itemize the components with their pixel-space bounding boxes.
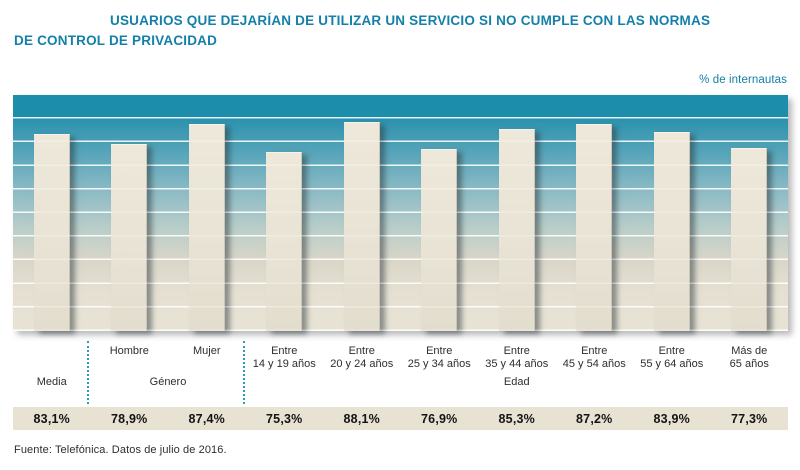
category-label-line: Entre bbox=[581, 345, 608, 357]
category-label-line: Entre bbox=[658, 345, 685, 357]
bar-column-2 bbox=[91, 95, 169, 331]
category-label-3: Mujer bbox=[168, 345, 246, 371]
bar-7 bbox=[498, 128, 535, 331]
bar-6 bbox=[421, 148, 458, 331]
category-label-6: Entre 25 y 34 años bbox=[401, 345, 479, 371]
bar-column-6 bbox=[401, 95, 479, 331]
category-label-line: Hombre bbox=[109, 345, 149, 357]
value-label-7: 85,3% bbox=[498, 411, 535, 426]
category-labels-row: Hombre Mujer Entre 14 y 19 años Entre 20 y 24… bbox=[13, 345, 788, 371]
bar-column-9 bbox=[633, 95, 711, 331]
category-label-line: Entre bbox=[426, 345, 453, 357]
category-label-line: 65 años bbox=[729, 358, 769, 370]
value-label-2: 78,9% bbox=[111, 411, 148, 426]
bar-column-5 bbox=[323, 95, 401, 331]
value-label-5: 88,1% bbox=[343, 411, 380, 426]
value-label-3: 87,4% bbox=[188, 411, 225, 426]
value-label-8: 87,2% bbox=[576, 411, 613, 426]
category-label-5: Entre 20 y 24 años bbox=[323, 345, 401, 371]
category-label-7: Entre 35 y 44 años bbox=[478, 345, 556, 371]
category-label-10: Más de 65 años bbox=[711, 345, 789, 371]
bar-column-8 bbox=[556, 95, 634, 331]
value-label-10: 77,3% bbox=[731, 411, 768, 426]
value-label-6: 76,9% bbox=[421, 411, 458, 426]
bar-column-10 bbox=[711, 95, 789, 331]
category-label-2: Hombre bbox=[91, 345, 169, 371]
bar-8 bbox=[576, 124, 613, 331]
value-label-9: 83,9% bbox=[653, 411, 690, 426]
category-label-line: Entre bbox=[503, 345, 530, 357]
bar-column-3 bbox=[168, 95, 246, 331]
value-label-1: 83,1% bbox=[33, 411, 70, 426]
chart-title-line1: USUARIOS QUE DEJARÍAN DE UTILIZAR UN SER… bbox=[110, 13, 711, 28]
unit-label: % de internautas bbox=[699, 74, 787, 86]
bar-2 bbox=[111, 143, 148, 331]
category-label-line: Mujer bbox=[192, 345, 221, 357]
bar-9 bbox=[653, 132, 690, 331]
category-label-line: Entre bbox=[348, 345, 375, 357]
bar-3 bbox=[188, 123, 225, 331]
category-label-line: 45 y 54 años bbox=[562, 358, 626, 370]
category-label-line: 35 y 44 años bbox=[485, 358, 549, 370]
category-label-9: Entre 55 y 64 años bbox=[633, 345, 711, 371]
category-label-line: Entre bbox=[271, 345, 298, 357]
group-label-edad: Edad bbox=[503, 376, 530, 388]
bar-4 bbox=[266, 152, 303, 331]
bar-5 bbox=[343, 122, 380, 331]
category-label-8: Entre 45 y 54 años bbox=[556, 345, 634, 371]
group-labels-row: Media Género Edad bbox=[13, 376, 788, 389]
category-label-line: 14 y 19 años bbox=[252, 358, 316, 370]
category-label-1 bbox=[13, 345, 91, 371]
value-label-4: 75,3% bbox=[266, 411, 303, 426]
bar-1 bbox=[33, 133, 70, 331]
bar-column-4 bbox=[246, 95, 324, 331]
chart-title: USUARIOS QUE DEJARÍAN DE UTILIZAR UN SER… bbox=[14, 11, 786, 51]
group-label-género: Género bbox=[149, 376, 187, 388]
chart-title-line2: DE CONTROL DE PRIVACIDAD bbox=[14, 33, 218, 48]
category-label-line: 25 y 34 años bbox=[407, 358, 471, 370]
bar-chart-plot-area bbox=[13, 95, 788, 331]
category-label-4: Entre 14 y 19 años bbox=[246, 345, 324, 371]
dotted-separator-media-genero bbox=[87, 341, 89, 404]
value-strip: 83,1% 78,9% 87,4% 75,3% 88,1% 76,9% 85,3% 87,2%… bbox=[13, 407, 788, 430]
category-label-line: Más de bbox=[731, 345, 768, 357]
bar-10 bbox=[731, 147, 768, 331]
bars-container bbox=[13, 95, 788, 331]
category-label-line: 55 y 64 años bbox=[640, 358, 704, 370]
source-note: Fuente: Telefónica. Datos de julio de 20… bbox=[14, 444, 227, 456]
group-label-media: Media bbox=[36, 376, 67, 388]
bar-column-1 bbox=[13, 95, 91, 331]
category-label-line: 20 y 24 años bbox=[330, 358, 394, 370]
bar-column-7 bbox=[478, 95, 556, 331]
dotted-separator-genero-edad bbox=[243, 341, 245, 404]
